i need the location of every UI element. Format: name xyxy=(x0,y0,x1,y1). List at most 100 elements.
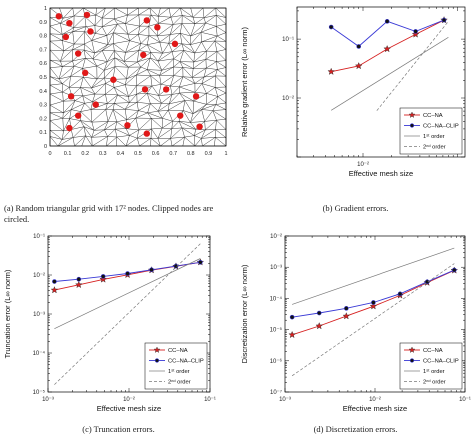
series-cc-na-clip-point xyxy=(371,300,376,305)
clipped-node xyxy=(110,76,117,83)
x-tick-label: 10⁻² xyxy=(123,397,135,403)
legend-label: 2ⁿᵈ order xyxy=(423,144,446,151)
x-tick-label: 0.8 xyxy=(187,151,195,157)
y-tick-label: 10⁻⁵ xyxy=(33,389,46,396)
series-cc-na-clip-point xyxy=(413,29,418,34)
y-tick-label: 10⁻⁷ xyxy=(270,389,282,396)
x-tick-label: 10⁻¹ xyxy=(204,397,216,403)
y-tick-label: 0 xyxy=(44,144,47,150)
x-axis-label: Effective mesh size xyxy=(97,404,161,413)
legend-label: CC–NA xyxy=(423,113,443,119)
x-tick-label: 0.1 xyxy=(64,151,72,157)
clipped-node xyxy=(66,19,73,27)
clipped-node xyxy=(74,50,82,57)
legend-label: CC–NA–CLIP xyxy=(423,359,459,365)
series-cc-na-point xyxy=(369,302,378,310)
y-axis-label: Discretization error (L∞ norm) xyxy=(240,264,249,363)
series-cc-na-point xyxy=(342,312,351,320)
series-cc-na-point xyxy=(327,67,335,75)
y-tick-label: 0.4 xyxy=(39,89,47,95)
y-tick-label: 10⁻² xyxy=(33,273,45,279)
clipped-node xyxy=(62,33,70,41)
caption-d: (d) Discretization errors. xyxy=(313,424,398,434)
series-cc-na-clip-point xyxy=(328,24,334,30)
y-tick-label: 10⁻⁵ xyxy=(270,327,283,334)
y-tick-label: 1 xyxy=(44,6,47,12)
series-cc-na-clip-point xyxy=(125,271,130,276)
legend-marker xyxy=(409,358,415,363)
series-cc-na-point xyxy=(411,30,420,38)
legend-label: 2ⁿᵈ order xyxy=(168,379,191,386)
x-tick-label: 0.4 xyxy=(117,151,125,157)
clipped-node xyxy=(154,24,161,31)
panel-b: 10⁻² 10⁻¹ 10⁻² Effective mesh size Relative … xyxy=(237,0,474,200)
caption-b: (b) Gradient errors. xyxy=(322,203,389,213)
y-tick-label: 0.9 xyxy=(39,20,47,26)
x-tick-label: 10⁻² xyxy=(369,397,381,403)
clipped-node xyxy=(140,51,147,59)
y-axis-label: Truncation error (L∞ norm) xyxy=(3,269,12,358)
series-cc-na-clip-point xyxy=(451,267,457,273)
axis-ticks xyxy=(296,7,465,158)
clipped-node xyxy=(196,123,203,130)
series-cc-na-clip-point xyxy=(149,267,154,273)
series-cc-na-clip-point xyxy=(441,17,447,23)
series-first-order-line xyxy=(331,37,449,111)
legend-marker xyxy=(154,358,160,363)
clipped-node xyxy=(171,40,179,48)
series-cc-na-clip-point xyxy=(76,276,82,282)
series-cc-na-clip-point xyxy=(384,19,390,24)
chart-c-svg: 10⁻³ 10⁻² 10⁻¹ 10⁻⁵ 10⁻⁴ 10⁻³ 10⁻² 10⁻¹ Effectiv… xyxy=(3,234,216,413)
clipped-node xyxy=(143,130,150,137)
clipped-node xyxy=(92,101,99,108)
x-tick-label: 0.2 xyxy=(81,151,89,157)
x-tick-label: 0.5 xyxy=(134,151,142,157)
y-tick-label: 0.6 xyxy=(39,61,47,67)
clipped-node xyxy=(83,11,91,19)
series-cc-na-clip-point xyxy=(356,44,362,49)
series-first-order-line xyxy=(291,247,455,305)
clipped-node xyxy=(192,93,200,100)
y-tick-label: 10⁻² xyxy=(282,96,294,102)
legend-marker xyxy=(409,123,415,128)
x-tick-label: 0.6 xyxy=(152,151,160,157)
series-cc-na-clip-point xyxy=(289,314,295,320)
panel-c: 10⁻³ 10⁻² 10⁻¹ 10⁻⁵ 10⁻⁴ 10⁻³ 10⁻² 10⁻¹ Effectiv… xyxy=(0,222,237,422)
x-tick-label: 10⁻² xyxy=(357,162,369,168)
series-cc-na-clip-point xyxy=(198,259,203,265)
clipped-node xyxy=(82,69,89,77)
legend-label: 2ⁿᵈ order xyxy=(423,379,446,386)
panel-d: 10⁻³ 10⁻² 10⁻¹ 10⁻⁷ 10⁻⁶ 10⁻⁵ 10⁻⁴ 10⁻³ 10⁻² Effe… xyxy=(237,222,474,422)
x-tick-label: 10⁻¹ xyxy=(459,397,471,403)
y-tick-label: 10⁻⁶ xyxy=(270,358,283,365)
y-tick-label: 0.2 xyxy=(39,116,47,122)
y-tick-label: 10⁻¹ xyxy=(282,37,294,43)
x-tick-label: 1 xyxy=(224,151,227,157)
series-cc-na-clip-point xyxy=(424,279,430,285)
y-tick-label: 10⁻¹ xyxy=(33,234,45,240)
series-cc-na-clip-point xyxy=(173,263,179,269)
y-tick-label: 0.3 xyxy=(39,103,47,109)
series-first-order-line xyxy=(54,258,201,330)
clipped-node xyxy=(74,112,82,119)
y-tick-label: 0.8 xyxy=(39,34,47,40)
series-cc-na-point xyxy=(99,275,107,283)
series-cc-na-point xyxy=(354,61,363,70)
legend-label: 1ˢᵗ order xyxy=(423,368,445,375)
clipped-node xyxy=(124,122,131,129)
series-cc-na-point xyxy=(383,44,391,53)
clipped-node xyxy=(141,86,149,93)
series-cc-na-point xyxy=(288,330,296,339)
series-cc-na-point xyxy=(75,280,83,289)
clipped-node xyxy=(177,112,184,119)
mesh-frame xyxy=(49,7,227,147)
caption-a: (a) Random triangular grid with 17² node… xyxy=(4,203,214,224)
x-tick-label: 0 xyxy=(48,151,51,157)
legend-label: 1ˢᵗ order xyxy=(168,368,190,375)
y-tick-label: 10⁻² xyxy=(270,234,282,240)
x-tick-label: 10⁻³ xyxy=(42,397,54,403)
series-cc-na-clip-point xyxy=(344,306,349,311)
x-tick-label: 0.9 xyxy=(205,151,213,157)
series-cc-na-clip-point xyxy=(316,310,322,316)
